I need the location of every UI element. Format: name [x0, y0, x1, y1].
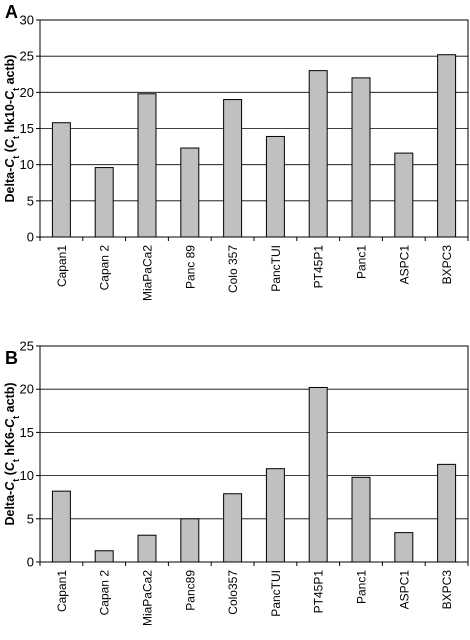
bar-6 — [265, 135, 285, 238]
y-axis-label-part: Delta- — [3, 491, 17, 526]
y-axis-label-part: C — [3, 90, 17, 100]
x-tick-label: Capan1 — [55, 570, 69, 612]
bar-6 — [265, 468, 285, 563]
bar-5 — [223, 99, 243, 238]
y-axis-label-part: C — [3, 158, 17, 168]
x-tick-label: PT45P1 — [312, 245, 326, 289]
y-axis-label-part: t — [11, 416, 21, 419]
y-axis-label-part: actb) — [3, 382, 17, 415]
y-axis-label-part: hk10- — [3, 100, 17, 136]
x-tick-label: Panc1 — [355, 570, 369, 604]
x-tick-label: PancTUI — [269, 570, 283, 617]
bar-9 — [394, 152, 414, 238]
x-tick-label: Panc 89 — [183, 245, 197, 289]
bar-3 — [137, 534, 157, 563]
y-axis-label-part: C — [3, 138, 17, 148]
y-tick-label: 25 — [20, 339, 34, 354]
y-tick-label: 10 — [20, 468, 34, 483]
y-tick-label: 20 — [20, 85, 34, 100]
bar-10 — [437, 463, 457, 563]
x-tick-label: BXPC3 — [440, 570, 454, 610]
bar-7 — [308, 386, 328, 563]
y-axis-label-part: t — [11, 136, 21, 139]
y-tick-label: 0 — [27, 555, 34, 570]
y-axis-label: Delta-Ct (Ct hk10-Ct actb) — [3, 55, 21, 203]
y-tick-label: 15 — [20, 121, 34, 136]
x-tick-label: Panc1 — [355, 245, 369, 279]
y-tick-label: 5 — [27, 193, 34, 208]
plot-area — [39, 345, 469, 563]
x-tick-label: Colo357 — [226, 570, 240, 615]
bar-3 — [137, 93, 157, 238]
y-tick-label: 20 — [20, 382, 34, 397]
y-axis-label-part: Delta- — [3, 168, 17, 203]
y-axis-label-part: t — [11, 88, 21, 91]
bar-8 — [351, 476, 371, 563]
y-tick-label: 15 — [20, 425, 34, 440]
x-tick-label: ASPC1 — [397, 570, 411, 610]
x-tick-label: Capan1 — [55, 245, 69, 287]
x-tick-label: BXPC3 — [440, 245, 454, 285]
x-tick-label: ASPC1 — [397, 245, 411, 285]
y-tick-label: 5 — [27, 511, 34, 526]
chart-panel-a: 0 5 10 15 20 25 30 Capan1 Capan 2 MiaPaCa2 Panc 89… — [3, 2, 469, 301]
y-tick-label: 0 — [27, 230, 34, 245]
bar-5 — [223, 493, 243, 563]
panel-label: B — [5, 348, 18, 368]
y-axis-label-part: C — [3, 461, 17, 471]
y-tick-label: 10 — [20, 157, 34, 172]
x-tick-label: Capan 2 — [98, 570, 112, 616]
y-axis-label-part: ( — [3, 147, 17, 155]
bar-10 — [437, 54, 457, 238]
y-axis-label-part: C — [3, 418, 17, 428]
x-tick-label: Panc89 — [183, 570, 197, 611]
y-axis-label-part: actb) — [3, 55, 17, 88]
bar-8 — [351, 77, 371, 238]
x-tick-label: MiaPaCa2 — [141, 570, 155, 626]
y-axis-label-part: t — [11, 459, 21, 462]
y-axis-label-part: C — [3, 481, 17, 491]
x-tick-label: Colo 357 — [226, 245, 240, 293]
bar-4 — [180, 147, 200, 238]
bar-4 — [180, 518, 200, 563]
x-tick-label: MiaPaCa2 — [141, 245, 155, 301]
bar-2 — [94, 550, 114, 563]
bar-2 — [94, 167, 114, 238]
y-axis-label-part: t — [11, 479, 21, 482]
bar-1 — [51, 490, 71, 563]
bar-9 — [394, 532, 414, 563]
panel-label: A — [5, 2, 18, 22]
y-tick-label: 30 — [20, 13, 34, 28]
bar-7 — [308, 70, 328, 238]
y-tick-label: 25 — [20, 49, 34, 64]
y-axis-label-part: ( — [3, 470, 17, 478]
x-tick-label: PT45P1 — [312, 570, 326, 614]
y-axis-label-part: t — [11, 156, 21, 159]
bar-1 — [51, 122, 71, 238]
y-axis-label-part: hK6- — [3, 428, 17, 459]
chart-panel-b: 0 5 10 15 20 25 Capan1 Capan 2 MiaPaCa2 Panc89 Col… — [3, 339, 469, 626]
x-tick-label: PancTUI — [269, 245, 283, 292]
y-axis-label: Delta-Ct (Ct hK6-Ct actb) — [3, 382, 21, 525]
x-tick-label: Capan 2 — [98, 245, 112, 291]
